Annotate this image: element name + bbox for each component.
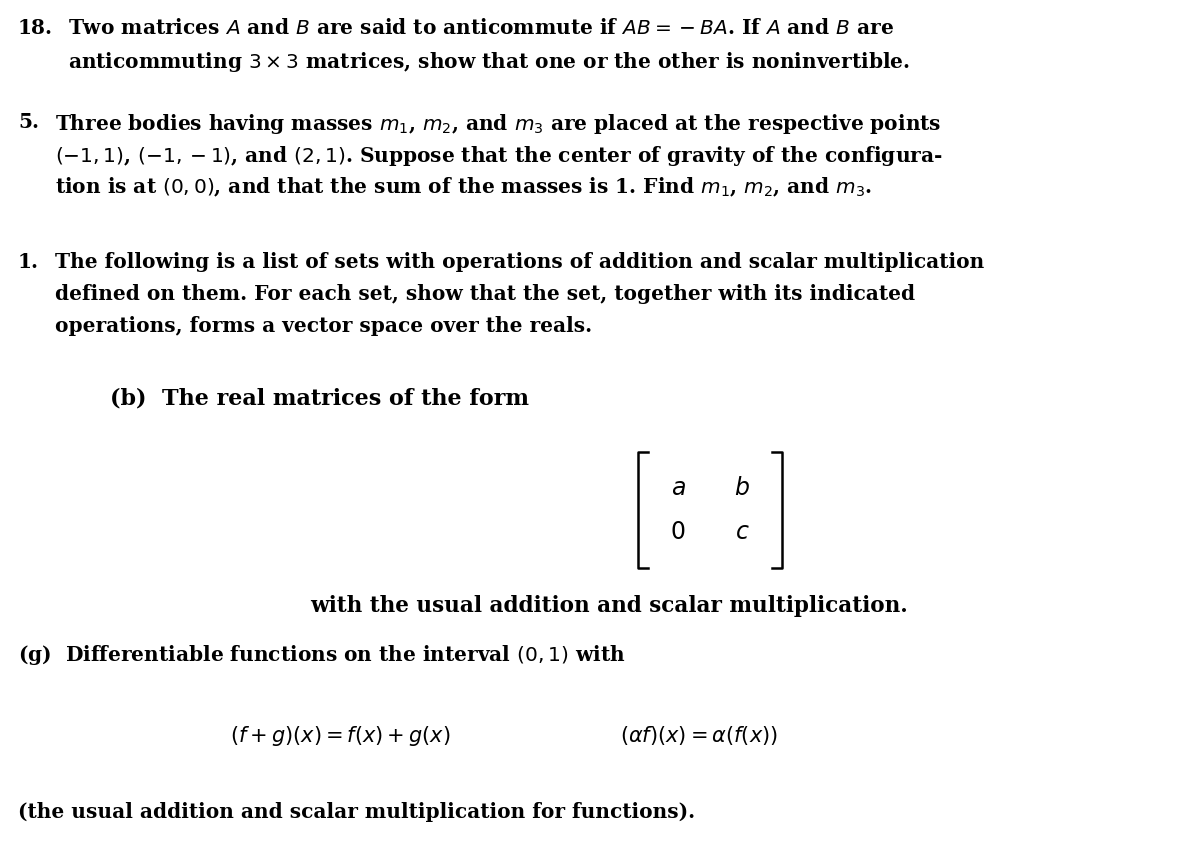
Text: 1.: 1. [18, 252, 38, 272]
Text: $(-1,1)$, $(-1,-1)$, and $(2,1)$. Suppose that the center of gravity of the conf: $(-1,1)$, $(-1,-1)$, and $(2,1)$. Suppos… [55, 144, 942, 168]
Text: (the usual addition and scalar multiplication for functions).: (the usual addition and scalar multiplic… [18, 802, 695, 822]
Text: (g)  Differentiable functions on the interval $(0,1)$ with: (g) Differentiable functions on the inte… [18, 643, 625, 667]
Text: Three bodies having masses $m_1$, $m_2$, and $m_3$ are placed at the respective : Three bodies having masses $m_1$, $m_2$,… [55, 112, 942, 136]
Text: The following is a list of sets with operations of addition and scalar multiplic: The following is a list of sets with ope… [55, 252, 984, 272]
Text: $a$: $a$ [671, 476, 685, 500]
Text: $b$: $b$ [734, 476, 750, 500]
Text: Two matrices $A$ and $B$ are said to anticommute if $AB = -BA$. If $A$ and $B$ a: Two matrices $A$ and $B$ are said to ant… [68, 18, 894, 38]
Text: $0$: $0$ [671, 520, 685, 544]
Text: tion is at $(0,0)$, and that the sum of the masses is 1. Find $m_1$, $m_2$, and : tion is at $(0,0)$, and that the sum of … [55, 176, 872, 199]
Text: $(f + g)(x) = f(x) + g(x)$: $(f + g)(x) = f(x) + g(x)$ [230, 724, 450, 748]
Text: 5.: 5. [18, 112, 38, 132]
Text: operations, forms a vector space over the reals.: operations, forms a vector space over th… [55, 316, 592, 336]
Text: anticommuting $3 \times 3$ matrices, show that one or the other is noninvertible: anticommuting $3 \times 3$ matrices, sho… [68, 50, 910, 74]
Text: $(\alpha f)(x) = \alpha(f(x))$: $(\alpha f)(x) = \alpha(f(x))$ [620, 724, 778, 747]
Text: with the usual addition and scalar multiplication.: with the usual addition and scalar multi… [310, 595, 907, 617]
Text: defined on them. For each set, show that the set, together with its indicated: defined on them. For each set, show that… [55, 284, 916, 304]
Text: $c$: $c$ [734, 520, 749, 544]
Text: (b)  The real matrices of the form: (b) The real matrices of the form [110, 388, 529, 410]
Text: 18.: 18. [18, 18, 53, 38]
